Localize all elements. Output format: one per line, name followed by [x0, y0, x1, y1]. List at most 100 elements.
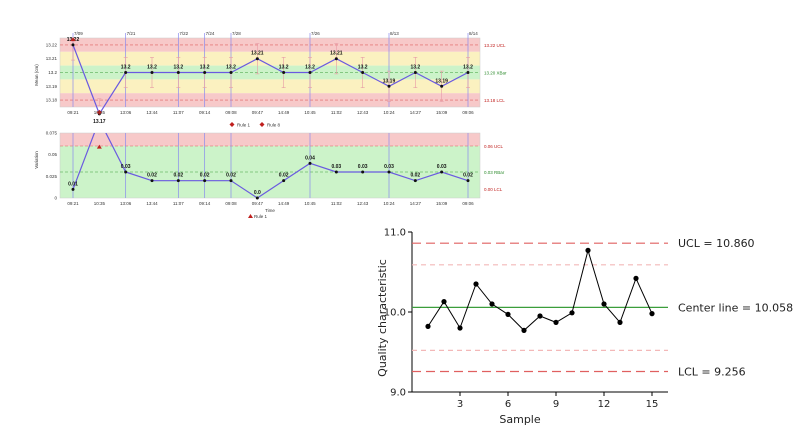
mean-xtick-label: 10:35: [94, 110, 106, 115]
mean-event-label: 7/28: [232, 31, 241, 36]
legend2-rule1-marker: [248, 214, 253, 218]
mean-series-line: [72, 44, 469, 116]
mean-xtick-label: 13:44: [146, 110, 158, 115]
quality-center-label: Center line = 10.058: [678, 301, 793, 314]
variation-xtick-label: 10:45: [304, 201, 316, 206]
variation-xtick-label: 10:24: [383, 201, 395, 206]
variation-data-label: 0.0: [254, 190, 261, 196]
variation-plot-frame: [59, 132, 481, 199]
quality-data-point: [617, 319, 623, 325]
mean-ytick-label: 13.19: [46, 84, 58, 89]
mean-event-label: 7/22: [179, 31, 188, 36]
quality-data-point: [601, 301, 607, 307]
mean-ylabel: Mean (cm): [34, 64, 39, 86]
variation-xtick-label: 12:43: [357, 201, 369, 206]
variation-data-label: 0.02: [279, 173, 289, 179]
variation-data-label: 0.01: [68, 181, 78, 187]
variation-data-point: [413, 179, 417, 183]
quality-data-point: [553, 319, 559, 325]
legend2-rule1-label: Rule 1: [254, 214, 268, 219]
variation-data-label: 0.03: [331, 164, 341, 170]
mean-xtick-label: 09:21: [67, 110, 79, 115]
variation-center-label: 0.03 RBar: [484, 170, 505, 175]
variation-data-point: [334, 170, 338, 174]
mean-xtick-label: 12:43: [357, 110, 369, 115]
mean-data-point: [282, 71, 286, 74]
mean-event-label: 8/13: [390, 31, 399, 36]
mean-xtick-label: 09:14: [199, 110, 211, 115]
variation-data-label: 0.03: [121, 164, 131, 170]
variation-data-point: [150, 179, 154, 183]
variation-xtick-label: 13:06: [120, 201, 132, 206]
mean-data-label: 13.2: [226, 65, 236, 71]
variation-ytick-label: 0.05: [48, 152, 57, 157]
mean-data-label: 13.2: [463, 65, 473, 71]
variation-xtick-label: 09:06: [462, 201, 474, 206]
mean-data-label: 13.21: [330, 51, 343, 57]
mean-data-point: [387, 84, 391, 88]
variation-xtick-label: 09:14: [199, 201, 211, 206]
mean-center-label: 13.20 XBar: [484, 71, 507, 76]
variation-ytick-label: 0: [54, 196, 57, 201]
mean-data-label: 13.21: [251, 51, 264, 57]
quality-xtick-label: 15: [646, 399, 659, 410]
quality-data-point: [425, 323, 431, 329]
mean-data-point: [255, 57, 259, 61]
time-xlabel: Time: [265, 208, 275, 213]
mean-ytick-label: 13.22: [46, 42, 58, 47]
mean-xtick-label: 11:07: [173, 110, 184, 115]
mean-data-label: 13.2: [173, 65, 183, 71]
variation-data-point: [387, 170, 391, 174]
variation-xtick-label: 09:47: [252, 201, 264, 206]
variation-xtick-label: 09:21: [67, 201, 79, 206]
mean-event-label: 7/26: [311, 31, 320, 36]
mean-rule-marker: [96, 109, 102, 115]
variation-ytick-label: 0.025: [46, 174, 58, 179]
variation-data-label: 0.02: [226, 173, 236, 179]
mean-data-point: [229, 71, 233, 74]
variation-xtick-label: 14:49: [278, 201, 290, 206]
variation-data-point: [255, 196, 259, 200]
quality-data-point: [569, 310, 575, 316]
mean-xtick-label: 10:24: [383, 110, 395, 115]
variation-xtick-label: 11:07: [173, 201, 184, 206]
variation-lcl-label: 0.00 LCL: [484, 187, 503, 192]
quality-xtick-label: 6: [505, 399, 511, 410]
variation-data-label: 0.02: [200, 173, 210, 179]
mean-data-point: [150, 71, 154, 74]
mean-data-point: [203, 71, 207, 74]
variation-data-point: [124, 170, 128, 174]
mean-data-label: 13.2: [121, 65, 131, 71]
variation-data-point: [229, 179, 233, 183]
mean-data-label: 13.19: [435, 78, 448, 84]
mean-data-point: [176, 71, 180, 74]
quality-data-point: [473, 281, 479, 287]
mean-xtick-label: 09:47: [252, 110, 264, 115]
variation-data-label: 0.04: [305, 155, 315, 161]
variation-data-label: 0.02: [463, 173, 473, 179]
mean-data-label: 13.2: [358, 65, 368, 71]
quality-lcl-label: LCL = 9.256: [678, 366, 746, 379]
quality-xtick-label: 9: [553, 399, 559, 410]
quality-ytick-label: 10.0: [384, 308, 406, 319]
mean-event-label: 8/14: [469, 31, 478, 36]
variation-series-line: [72, 133, 469, 198]
mean-xtick-label: 09:08: [225, 110, 237, 115]
mean-data-label: 13.2: [147, 65, 157, 71]
legend-rule1-label: Rule 1: [237, 123, 251, 128]
mean-ytick-label: 13.21: [46, 56, 58, 61]
mean-data-label: 13.2: [410, 65, 420, 71]
mean-data-point: [440, 84, 444, 88]
variation-data-label: 0.03: [384, 164, 394, 170]
variation-data-point: [308, 161, 312, 165]
variation-data-point: [466, 179, 470, 183]
mean-data-point: [308, 71, 312, 74]
legend-rule1-marker: [229, 122, 235, 127]
variation-xtick-label: 10:35: [94, 201, 106, 206]
variation-data-label: 0.02: [147, 173, 157, 179]
mean-data-point: [361, 71, 365, 74]
variation-ylabel: Variation: [34, 151, 39, 169]
mean-lower-yellow-band: [60, 79, 480, 94]
mean-data-point: [466, 71, 470, 74]
